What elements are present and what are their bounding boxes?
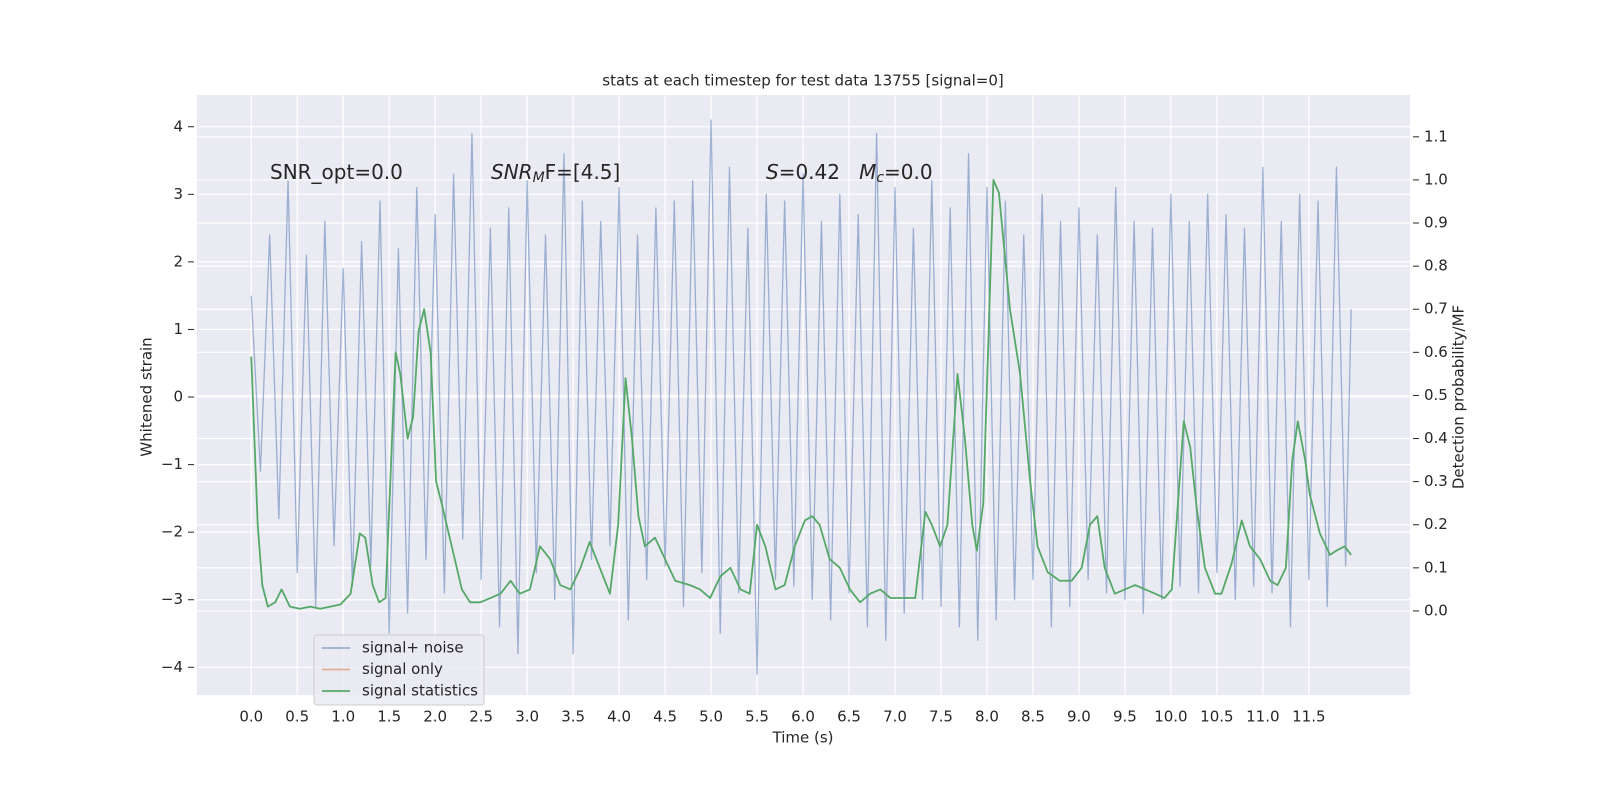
y-axis-label: Whitened strain (138, 337, 156, 456)
y2-tick-label: 1.1 (1424, 127, 1448, 145)
legend: signal+ noise signal only signal statistic… (313, 634, 485, 706)
x-tick-label: 5.5 (745, 708, 769, 726)
x-tick-label: 8.5 (1021, 708, 1045, 726)
ticks: 0.0 0.5 1.0 1.5 2.0 2.5 3.0 3.5 4.0 4.5 5.0 5.5 6.0 6… (161, 117, 1448, 725)
x-tick-label: 7.0 (883, 708, 907, 726)
chart-title: stats at each timestep for test data 137… (602, 72, 1003, 90)
y2-tick-label: 0.3 (1424, 472, 1448, 490)
x-tick-label: 1.5 (377, 708, 401, 726)
legend-label: signal statistics (362, 682, 478, 700)
x-tick-label: 4.5 (653, 708, 677, 726)
annotation: S=0.42 Mc=0.0 (766, 160, 933, 187)
annotation: SNRMF=[4.5] (491, 160, 620, 187)
x-tick-label: 8.0 (975, 708, 999, 726)
y2-tick-label: 0.9 (1424, 214, 1448, 232)
legend-label: signal+ noise (362, 639, 464, 657)
y2-tick-label: 0.7 (1424, 300, 1448, 318)
x-tick-label: 10.0 (1154, 708, 1187, 726)
x-tick-label: 3.5 (561, 708, 585, 726)
y2-tick-label: 0.4 (1424, 429, 1448, 447)
series-line (250, 179, 1352, 610)
y-tick-label: −2 (161, 523, 183, 541)
data (250, 119, 1352, 675)
x-tick-label: 2.0 (423, 708, 447, 726)
x-tick-label: 2.5 (469, 708, 493, 726)
annotation: SNR_opt=0.0 (270, 160, 403, 184)
annotation-part: SNR (491, 160, 533, 184)
series-line (250, 119, 1352, 675)
x-tick-label: 6.5 (837, 708, 861, 726)
y-tick-label: 2 (173, 252, 183, 270)
y-tick-label: 1 (173, 320, 183, 338)
y-tick-label: 3 (173, 185, 183, 203)
legend-box (313, 634, 485, 706)
annotation-part: SNR_opt=0.0 (270, 160, 403, 184)
annotation-part: M (859, 160, 876, 184)
x-tick-label: 9.5 (1113, 708, 1137, 726)
y2-tick-label: 0.8 (1424, 257, 1448, 275)
annotation-part: F=[4.5] (545, 160, 621, 184)
x-tick-label: 9.0 (1067, 708, 1091, 726)
y-tick-label: 4 (173, 117, 183, 135)
y2-tick-label: 0.2 (1424, 515, 1448, 533)
x-tick-label: 0.5 (285, 708, 309, 726)
legend-label: signal only (362, 660, 443, 678)
annotation-part: =0.0 (884, 160, 933, 184)
y2-tick-label: 1.0 (1424, 170, 1448, 188)
y-tick-label: −3 (161, 590, 183, 608)
y-tick-label: −1 (161, 455, 183, 473)
annotations: SNR_opt=0.0 SNRMF=[4.5] S=0.42 Mc=0.0 (270, 160, 933, 187)
x-tick-label: 11.0 (1246, 708, 1279, 726)
x-tick-label: 6.0 (791, 708, 815, 726)
x-axis-label: Time (s) (772, 729, 834, 747)
x-tick-label: 4.0 (607, 708, 631, 726)
y2-tick-label: 0.6 (1424, 343, 1448, 361)
y2-axis-label: Detection probability/MF (1450, 305, 1468, 489)
x-tick-label: 10.5 (1200, 708, 1233, 726)
y2-tick-label: 0.5 (1424, 386, 1448, 404)
x-tick-label: 5.0 (699, 708, 723, 726)
y2-tick-label: 0.1 (1424, 558, 1448, 576)
x-tick-label: 1.0 (331, 708, 355, 726)
x-tick-label: 11.5 (1292, 708, 1325, 726)
x-tick-label: 7.5 (929, 708, 953, 726)
x-tick-label: 0.0 (239, 708, 263, 726)
y-tick-label: −4 (161, 658, 183, 676)
annotation-part: =0.42 (779, 160, 859, 184)
y2-tick-label: 0.0 (1424, 601, 1448, 619)
y-tick-label: 0 (173, 388, 183, 406)
x-tick-label: 3.0 (515, 708, 539, 726)
annotation-part: S (766, 160, 779, 184)
annotation-part: M (533, 170, 545, 186)
annotation-part: c (876, 170, 884, 186)
